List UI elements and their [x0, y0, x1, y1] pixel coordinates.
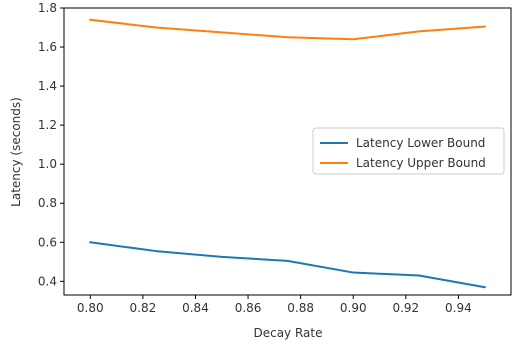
y-tick-label: 0.6	[38, 235, 57, 249]
series-lines	[89, 18, 486, 289]
legend-label: Latency Upper Bound	[356, 156, 486, 170]
series-line-lower-bound	[89, 241, 486, 289]
x-tick-label: 0.94	[445, 301, 472, 315]
series-line-upper-bound	[89, 18, 486, 41]
y-tick-label: 1.4	[38, 79, 57, 93]
x-tick-label: 0.82	[130, 301, 157, 315]
x-tick-label: 0.90	[340, 301, 367, 315]
y-tick-label: 1.8	[38, 1, 57, 15]
y-axis-label: Latency (seconds)	[9, 97, 23, 207]
y-tick-label: 0.4	[38, 274, 57, 288]
x-tick-label: 0.86	[235, 301, 262, 315]
x-axis: 0.80 0.82 0.84 0.86 0.88 0.90 0.92 0.94	[77, 295, 472, 315]
y-tick-label: 1.0	[38, 157, 57, 171]
legend-box	[312, 127, 505, 175]
y-tick-label: 1.2	[38, 118, 57, 132]
y-tick-label: 0.8	[38, 196, 57, 210]
legend: Latency Lower Bound Latency Upper Bound	[312, 127, 505, 175]
legend-label: Latency Lower Bound	[356, 136, 485, 150]
x-tick-label: 0.92	[392, 301, 419, 315]
x-tick-label: 0.84	[182, 301, 209, 315]
x-tick-label: 0.88	[287, 301, 314, 315]
y-axis: 0.4 0.6 0.8 1.0 1.2 1.4 1.6 1.8	[38, 1, 64, 288]
x-tick-label: 0.80	[77, 301, 104, 315]
x-axis-label: Decay Rate	[253, 326, 322, 340]
y-tick-label: 1.6	[38, 40, 57, 54]
